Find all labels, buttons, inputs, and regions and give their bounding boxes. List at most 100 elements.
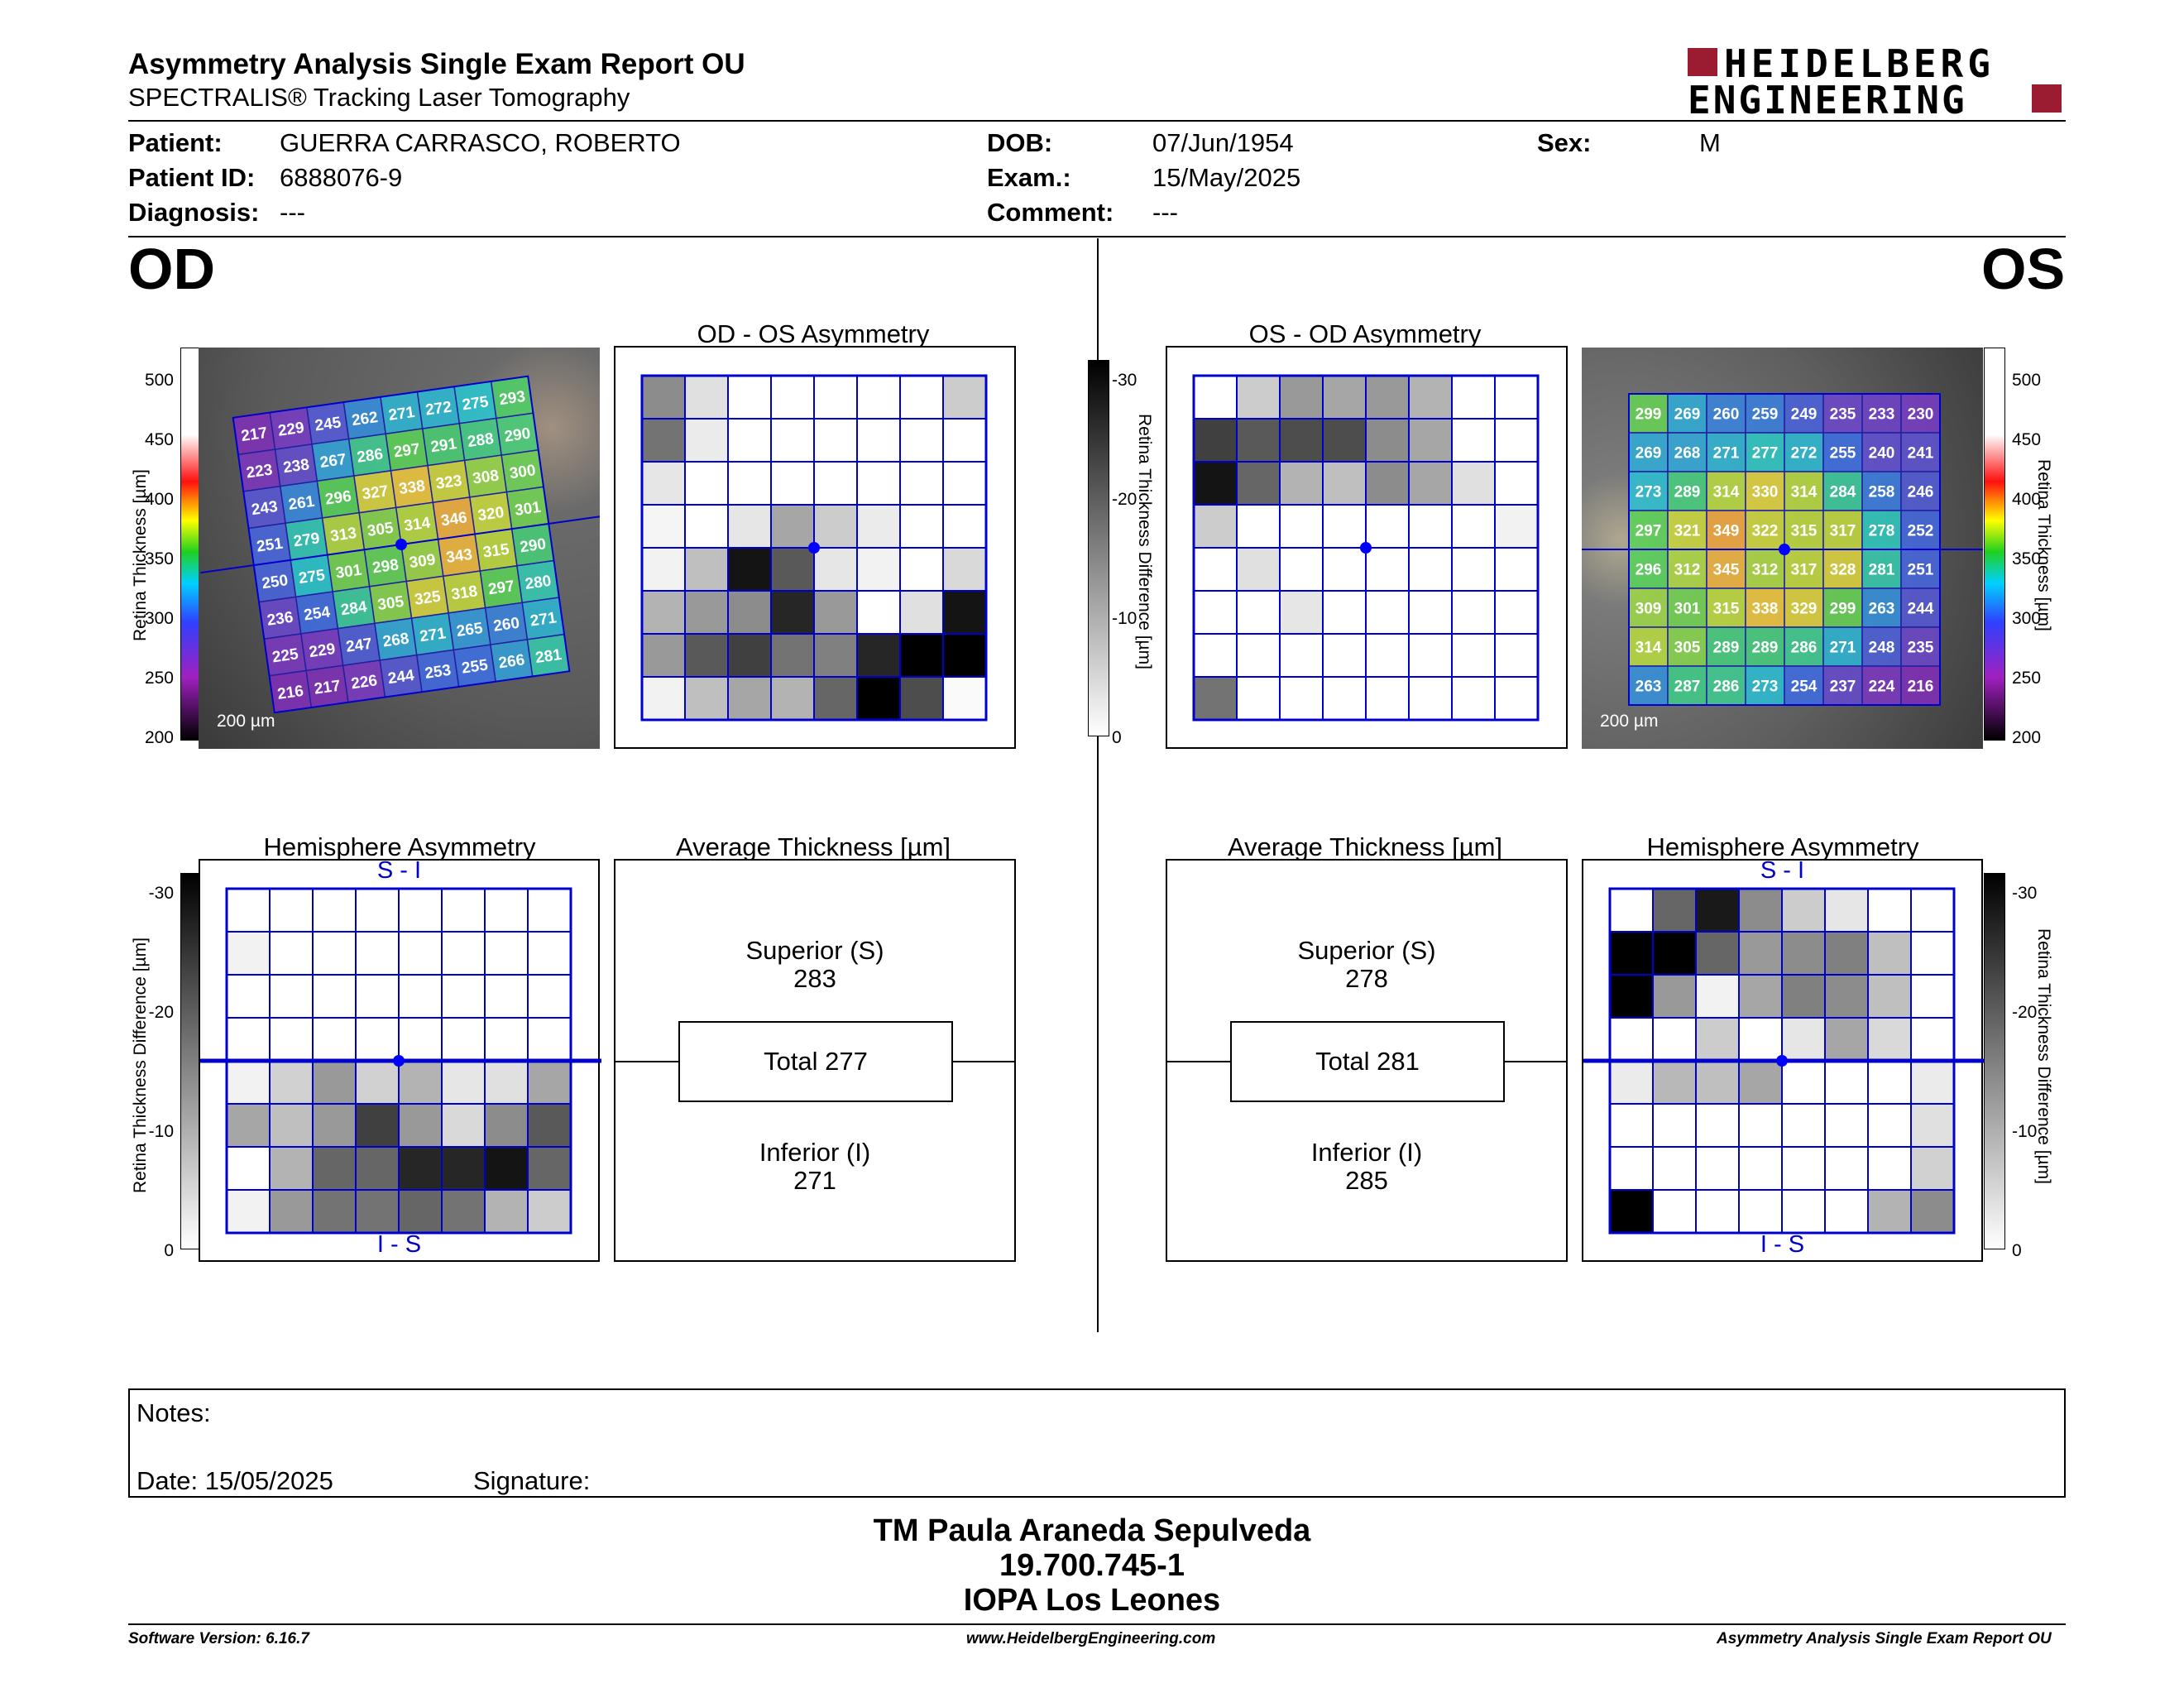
grid-cell bbox=[813, 375, 858, 420]
scale-tick-label: 0 bbox=[164, 1241, 174, 1260]
grid-cell bbox=[1494, 504, 1539, 549]
scale-tick-label: 450 bbox=[144, 430, 174, 449]
od-thickness-map: 217 229 245 262 271 272 275 293 223 238 267 286 297 2… bbox=[199, 348, 600, 749]
notes-box[interactable]: Notes: Date: 15/05/2025 Signature: bbox=[128, 1388, 2066, 1498]
thickness-value: 338 bbox=[1752, 601, 1779, 618]
grid-cell bbox=[355, 1103, 400, 1148]
os-asym-title: OS - OD Asymmetry bbox=[1248, 319, 1482, 348]
thickness-value: 260 bbox=[492, 615, 520, 635]
thickness-cell bbox=[1706, 549, 1746, 589]
thickness-cell bbox=[1745, 510, 1785, 550]
grid-cell bbox=[856, 590, 901, 635]
grid-cell bbox=[398, 1189, 443, 1234]
thickness-value: 251 bbox=[256, 535, 285, 555]
grid-cell bbox=[1322, 547, 1367, 592]
grid-cell bbox=[226, 931, 271, 976]
grid-cell bbox=[1867, 888, 1912, 933]
thickness-value: 251 bbox=[1908, 562, 1934, 579]
thickness-value: 275 bbox=[298, 567, 327, 587]
thickness-cell bbox=[1900, 626, 1941, 667]
od-superior-label: Superior (S) bbox=[745, 936, 884, 965]
grid-cell bbox=[1910, 1060, 1955, 1105]
grid-cell bbox=[1279, 633, 1324, 678]
os-hemi-top-label: S - I bbox=[1760, 857, 1805, 884]
thickness-cell bbox=[1822, 549, 1863, 589]
od-inferior-label: Inferior (I) bbox=[759, 1138, 871, 1167]
grid-cell bbox=[1408, 375, 1453, 420]
grid-cell bbox=[1609, 974, 1654, 1019]
thickness-value: 346 bbox=[440, 509, 468, 530]
thickness-value: 244 bbox=[387, 667, 416, 688]
grid-cell bbox=[1867, 1189, 1912, 1234]
thickness-value: 255 bbox=[461, 656, 490, 677]
thickness-value: 272 bbox=[1791, 445, 1818, 463]
grid-cell bbox=[1824, 1060, 1869, 1105]
thickness-value: 315 bbox=[1713, 601, 1740, 618]
grid-cell bbox=[899, 418, 944, 463]
grid-cell bbox=[856, 461, 901, 506]
grid-cell bbox=[484, 1146, 529, 1191]
grid-cell bbox=[727, 676, 772, 721]
grid-cell bbox=[770, 547, 815, 592]
thickness-value: 312 bbox=[1752, 562, 1779, 579]
grid-cell bbox=[641, 633, 686, 678]
od-superior-value: 283 bbox=[793, 964, 836, 993]
thickness-value: 255 bbox=[1830, 445, 1856, 463]
thickness-value: 271 bbox=[1713, 445, 1740, 463]
thickness-cell bbox=[1861, 626, 1902, 667]
os-hemi-title: Hemisphere Asymmetry bbox=[1646, 832, 1919, 861]
grid-cell bbox=[1236, 504, 1281, 549]
od-total-label: Total 277 bbox=[764, 1047, 868, 1076]
grid-cell bbox=[1279, 375, 1324, 420]
grid-cell bbox=[1494, 547, 1539, 592]
grid-cell bbox=[1494, 676, 1539, 721]
os-total-label: Total 281 bbox=[1315, 1047, 1420, 1076]
fovea-marker bbox=[393, 1055, 405, 1067]
scale-tick-label: -30 bbox=[148, 884, 174, 903]
grid-cell bbox=[1738, 974, 1783, 1019]
grid-cell bbox=[269, 888, 314, 933]
grid-cell bbox=[1652, 974, 1697, 1019]
od-hemi-top-label: S - I bbox=[376, 857, 422, 884]
grid-cell bbox=[1494, 375, 1539, 420]
grid-cell bbox=[727, 375, 772, 420]
grid-cell bbox=[813, 676, 858, 721]
thickness-cell bbox=[1900, 432, 1941, 472]
patient-id: 6888076-9 bbox=[280, 163, 403, 192]
os-hemi-grid bbox=[1583, 887, 1985, 1235]
thickness-value: 320 bbox=[477, 504, 505, 525]
grid-cell bbox=[398, 1017, 443, 1062]
thickness-value: 305 bbox=[1674, 640, 1701, 657]
scale-tick-label: -10 bbox=[1112, 609, 1138, 628]
grid-cell bbox=[1910, 1146, 1955, 1191]
os-thickness-axis-label: Retina Thickness [µm] bbox=[2034, 459, 2053, 631]
grid-cell bbox=[1609, 1146, 1654, 1191]
header-rule bbox=[128, 120, 2066, 122]
grid-cell bbox=[1738, 931, 1783, 976]
os-avg-panel: Superior (S) 278 Total 281 Inferior (I) … bbox=[1166, 859, 1568, 1262]
grid-cell bbox=[226, 974, 271, 1019]
grid-cell bbox=[1609, 1189, 1654, 1234]
thickness-value: 267 bbox=[319, 451, 347, 472]
thickness-value: 297 bbox=[393, 440, 421, 461]
logo-line1: HEIDELBERG bbox=[1724, 41, 1995, 86]
grid-cell bbox=[226, 1103, 271, 1148]
scale-tick-label: -10 bbox=[2012, 1122, 2038, 1141]
grid-cell bbox=[813, 590, 858, 635]
thickness-value: 254 bbox=[303, 603, 332, 624]
grid-cell bbox=[269, 1103, 314, 1148]
thickness-value: 247 bbox=[345, 635, 373, 656]
od-inferior-value: 271 bbox=[793, 1166, 836, 1195]
fovea-marker bbox=[1360, 542, 1372, 554]
od-asym-grid bbox=[640, 374, 988, 722]
grid-cell bbox=[1236, 547, 1281, 592]
grid-cell bbox=[1322, 633, 1367, 678]
thickness-value: 299 bbox=[1830, 601, 1856, 618]
thickness-value: 273 bbox=[1636, 484, 1662, 501]
grid-cell bbox=[727, 504, 772, 549]
thickness-value: 314 bbox=[403, 514, 432, 535]
os-scale-label: 200 µm bbox=[1600, 712, 1659, 731]
grid-cell bbox=[1609, 1103, 1654, 1148]
thickness-value: 249 bbox=[1791, 406, 1818, 424]
thickness-value: 322 bbox=[1752, 523, 1779, 540]
